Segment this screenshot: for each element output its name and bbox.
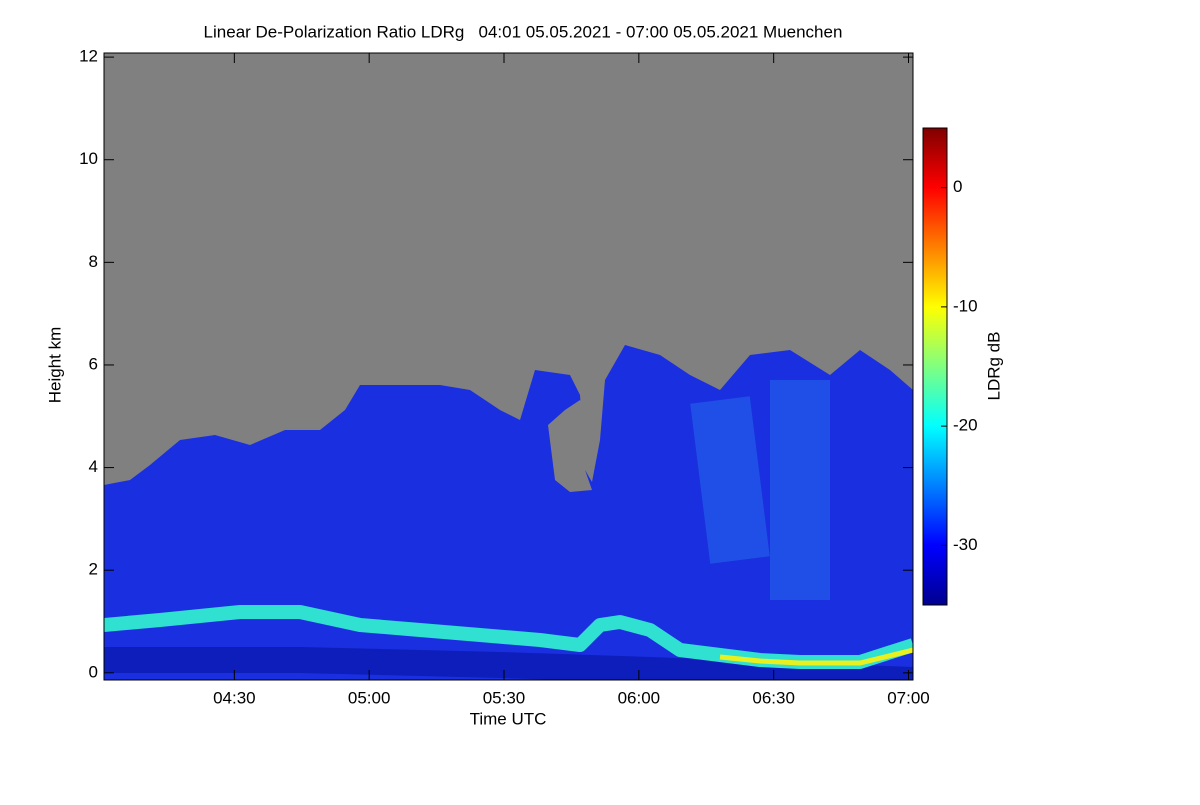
x-tick-label: 06:30 [752, 688, 795, 707]
y-tick-label: 6 [89, 354, 98, 373]
x-tick-label: 06:00 [618, 688, 661, 707]
colorbar-tick-label: -20 [953, 416, 978, 435]
y-tick-label: 10 [79, 149, 98, 168]
x-tick-label: 07:00 [887, 688, 930, 707]
x-tick-label: 05:00 [348, 688, 391, 707]
boundary-layer-core [719, 647, 913, 666]
colorbar-label: LDRg dB [984, 332, 1003, 401]
colorbar-tick-label: -30 [953, 535, 978, 554]
lower-layer [104, 647, 913, 680]
colorbar-tick-label: 0 [953, 177, 962, 196]
x-tick-label: 05:30 [483, 688, 526, 707]
y-tick-label: 4 [89, 457, 98, 476]
y-tick-label: 8 [89, 252, 98, 271]
y-axis-label: Height km [45, 327, 64, 404]
y-tick-label: 2 [89, 560, 98, 579]
plot-frame [103, 52, 914, 681]
colorbar [922, 127, 948, 606]
x-tick-label: 04:30 [213, 688, 256, 707]
chart-title: Linear De-Polarization Ratio LDRg 04:01 … [204, 22, 843, 41]
x-axis-label: Time UTC [470, 709, 547, 728]
gap-region [548, 400, 592, 492]
plume [690, 380, 830, 600]
heatmap-image [104, 53, 913, 680]
y-tick-label: 12 [79, 47, 98, 66]
colorbar-tick-label: -10 [953, 296, 978, 315]
aerosol-region [104, 345, 913, 680]
y-tick-label: 0 [89, 662, 98, 681]
